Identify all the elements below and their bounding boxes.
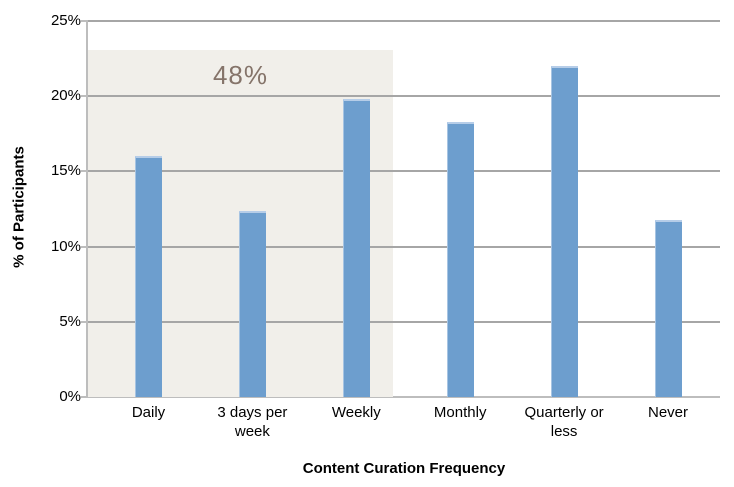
y-axis-line	[86, 21, 88, 398]
bar	[135, 156, 162, 397]
bar	[446, 121, 474, 397]
tick-mark	[81, 95, 88, 98]
gridline	[88, 170, 720, 173]
y-axis-title: % of Participants	[10, 146, 28, 268]
x-category-label: Quarterly or less	[524, 404, 604, 440]
y-tick-label: 25%	[50, 12, 81, 29]
bar	[654, 219, 682, 397]
gridline	[88, 320, 720, 323]
gridline	[88, 95, 720, 98]
tick-mark	[81, 170, 88, 173]
tick-mark	[81, 245, 88, 248]
x-category-label: Never	[647, 404, 688, 421]
bar	[342, 99, 370, 397]
plot-area: 48%	[86, 20, 720, 398]
x-category-label: Weekly	[331, 404, 381, 421]
y-tick-label: 5%	[59, 312, 81, 330]
gridline	[88, 245, 720, 248]
bar	[238, 210, 266, 397]
y-tick-label: 10%	[50, 237, 81, 255]
x-axis-line	[86, 396, 720, 398]
tick-mark	[81, 320, 88, 323]
y-tick-label: 0%	[59, 388, 81, 405]
y-tick-label: 20%	[50, 87, 81, 105]
x-category-label: Daily	[131, 404, 166, 421]
y-tick-label: 15%	[50, 162, 81, 180]
tick-mark	[81, 20, 88, 22]
x-category-label: 3 days per week	[217, 404, 288, 440]
tick-mark	[81, 396, 88, 398]
x-category-label: Monthly	[433, 404, 487, 421]
annotation-label: 48%	[212, 59, 269, 90]
gridline	[88, 20, 720, 22]
x-axis-title: Content Curation Frequency	[302, 460, 506, 477]
bar	[550, 66, 578, 397]
